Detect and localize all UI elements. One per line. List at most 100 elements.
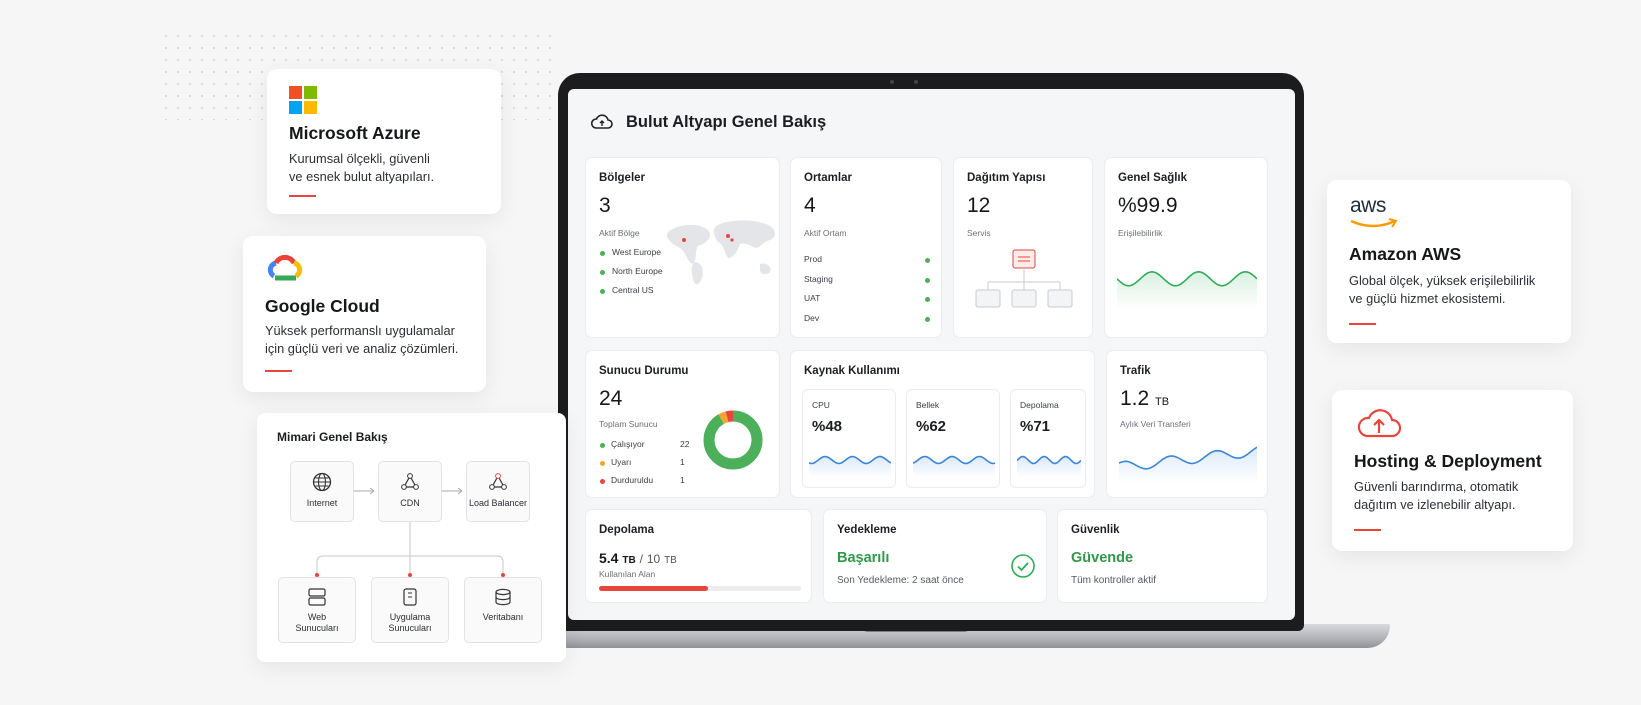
rect <box>304 86 317 99</box>
arch-node: Uygulama Sunucuları <box>371 577 449 643</box>
circle <box>730 238 734 242</box>
dashboard-title: Bulut Altyapı Genel Bakış <box>626 113 827 131</box>
path <box>402 474 418 488</box>
arch-node: Internet <box>290 461 354 522</box>
circle <box>682 238 686 242</box>
rect <box>289 101 302 114</box>
path <box>691 262 703 285</box>
wave-area <box>1117 271 1257 310</box>
node-label: Uygulama Sunucuları <box>388 612 432 633</box>
accent-line <box>265 370 292 372</box>
legend-label: Uyarı <box>611 457 632 467</box>
resource-wave <box>913 455 995 478</box>
rect <box>403 588 417 606</box>
arch-node: Web Sunucuları <box>278 577 356 643</box>
google-logo <box>267 254 303 281</box>
check-icon <box>1011 554 1035 578</box>
hosting-card: Hosting & Deployment Güvenli barındırma,… <box>1332 390 1573 551</box>
arch-node: Veritabanı <box>464 577 542 643</box>
node-label: Internet <box>306 498 338 508</box>
architecture-card: Mimari Genel Bakış Internet CDN Load Bal… <box>257 413 566 662</box>
resource-card: CPU %48 <box>802 389 896 488</box>
path <box>495 592 511 606</box>
card-subtitle: Aktif Ortam <box>804 228 847 238</box>
storage-unit: TB <box>622 555 636 566</box>
path <box>1357 409 1402 438</box>
path <box>316 522 504 577</box>
rect <box>1047 289 1073 308</box>
resource-wave <box>1017 455 1081 478</box>
resources-card: Kaynak Kullanımı CPU %48 Bellek %62 Depolama… <box>790 350 1095 498</box>
environment: Prod <box>804 254 822 264</box>
rect <box>289 86 302 99</box>
card-title: Kaynak Kullanımı <box>804 365 900 377</box>
circle <box>407 473 413 479</box>
provider-description: için güçlü veri ve analiz çözümleri. <box>265 341 459 356</box>
traffic-card: Trafik 1.2 TB Aylık Veri Transferi <box>1106 350 1268 498</box>
camera <box>890 80 894 84</box>
accent-line <box>1349 323 1376 325</box>
card-value: 3 <box>599 194 611 217</box>
resource-name: Bellek <box>916 400 940 410</box>
path <box>599 120 605 126</box>
path <box>408 592 412 598</box>
card-subtitle: Toplam Sunucu <box>599 419 658 429</box>
traffic-unit: TB <box>1155 396 1170 408</box>
aws-card: aws Amazon AWS Global ölçek, yüksek eriş… <box>1327 180 1571 343</box>
circle <box>495 473 501 479</box>
donut-segment <box>703 410 763 470</box>
resource-name: Depolama <box>1020 400 1059 410</box>
provider-description: Global ölçek, yüksek erişilebilirlik <box>1349 273 1536 288</box>
legend-label: Çalışıyor <box>611 439 645 449</box>
hosting-icon <box>1357 409 1402 438</box>
card-title: Sunucu Durumu <box>599 365 689 377</box>
architecture-title: Mimari Genel Bakış <box>277 430 388 444</box>
card-value: %99.9 <box>1118 194 1178 217</box>
aws-logo-text: aws <box>1350 194 1386 217</box>
arch-node: CDN <box>378 461 442 522</box>
resource-card: Bellek %62 <box>906 389 1000 488</box>
provider-description: Yüksek performanslı uygulamalar <box>265 323 455 338</box>
path <box>273 254 297 265</box>
resource-card: Depolama %71 <box>1010 389 1086 488</box>
card-title: Ortamlar <box>804 172 852 184</box>
path <box>1388 218 1398 228</box>
google-card: Google Cloud Yüksek performanslı uygulam… <box>243 236 486 392</box>
storage-track <box>599 586 801 591</box>
health-card: Genel Sağlık %99.9 Erişilebilirlik <box>1104 157 1268 338</box>
card-value: 24 <box>599 387 623 410</box>
deployment-card: Dağıtım Yapısı 12 Servis <box>953 157 1093 338</box>
globe-icon <box>312 472 332 492</box>
security-status: Güvende <box>1071 550 1134 566</box>
status-dot <box>600 289 605 294</box>
health-wave <box>1117 270 1257 310</box>
legend-dot <box>600 479 605 484</box>
status-dot <box>600 270 605 275</box>
security-detail: Tüm kontroller aktif <box>1071 575 1157 586</box>
card-title: Bölgeler <box>599 172 646 184</box>
circle <box>401 484 407 490</box>
wave-line <box>1119 446 1257 470</box>
server-donut <box>703 410 763 470</box>
card-subtitle: Kullanılan Alan <box>599 569 656 579</box>
environment: UAT <box>804 293 821 303</box>
storage-used: 5.4 <box>599 550 619 566</box>
azure-card: Microsoft Azure Kurumsal ölçekli, güvenl… <box>267 69 501 214</box>
path <box>760 263 771 275</box>
aws-smile <box>1350 218 1398 228</box>
status-dot <box>600 251 605 256</box>
storage-usage: 5.4 TB / 10 TB <box>599 550 677 566</box>
resource-value: %62 <box>916 418 947 435</box>
circle <box>315 573 319 577</box>
provider-description: dağıtım ve izlenebilir altyapı. <box>1354 497 1516 512</box>
accent-line <box>1354 529 1381 531</box>
provider-name: Microsoft Azure <box>289 123 421 143</box>
wave-area <box>1017 456 1081 478</box>
card-title: Depolama <box>599 524 654 536</box>
provider-description: Kurumsal ölçekli, güvenli <box>289 151 430 166</box>
provider-name: Amazon AWS <box>1349 244 1462 264</box>
legend-dot <box>600 443 605 448</box>
rect <box>304 101 317 114</box>
provider-description: Güvenli barındırma, otomatik <box>1354 479 1519 494</box>
legend-count: 22 <box>680 439 690 449</box>
